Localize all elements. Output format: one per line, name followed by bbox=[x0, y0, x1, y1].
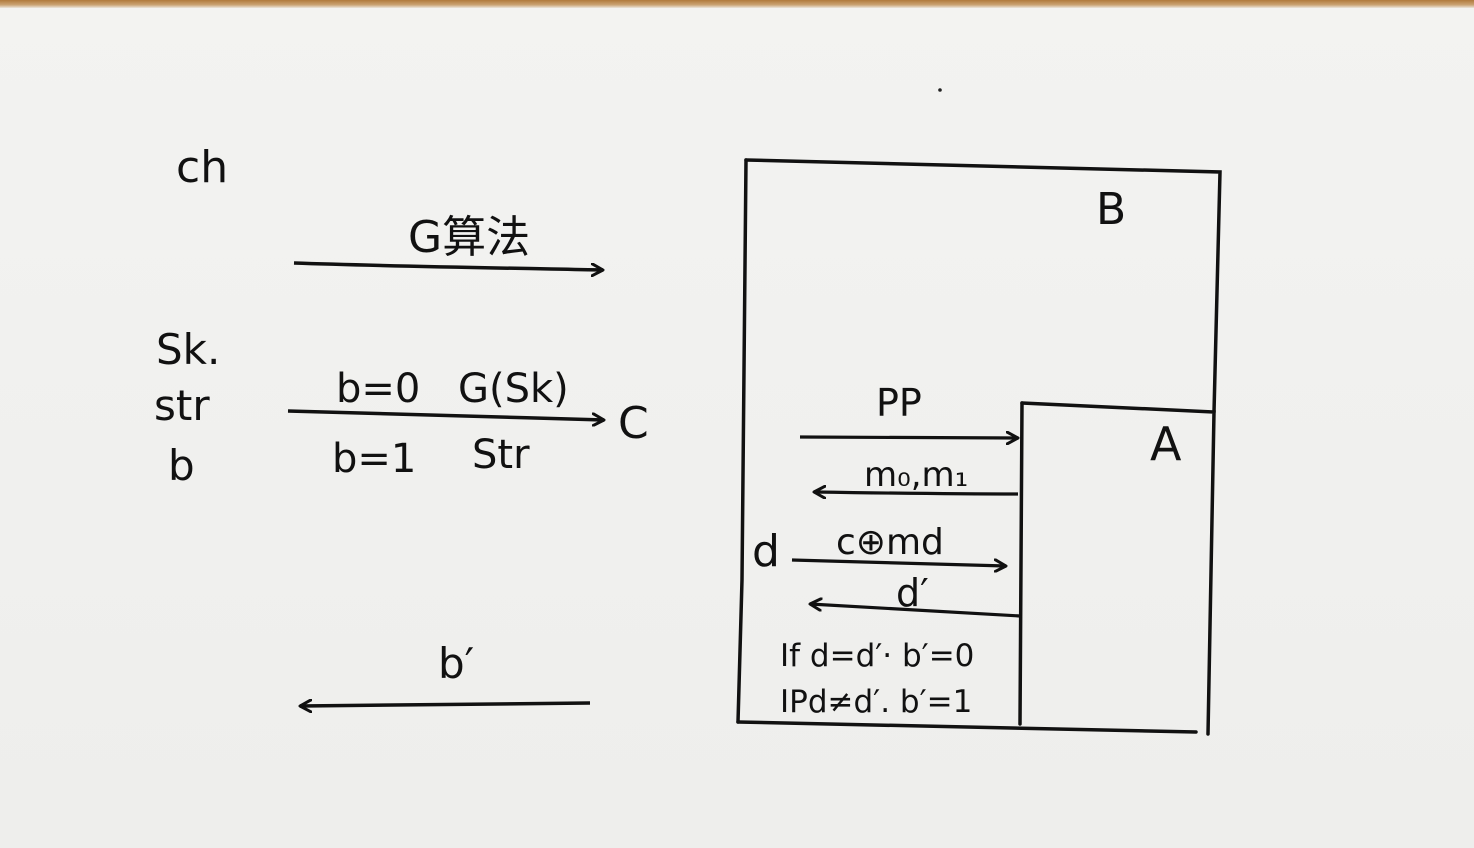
b1-label: b=1 bbox=[332, 436, 416, 482]
box-a-left bbox=[1018, 401, 1024, 726]
cm-arrow bbox=[791, 558, 1006, 566]
d-label: d bbox=[752, 526, 780, 577]
dprime-arrow bbox=[810, 604, 1021, 618]
c-label: C bbox=[618, 398, 649, 449]
pp-arrow bbox=[799, 437, 1018, 438]
box-b-label: B bbox=[1096, 184, 1126, 235]
box-b-bottom bbox=[736, 720, 1198, 734]
challenger-label: ch bbox=[176, 142, 228, 193]
rule-equal: If d=d′· b′=0 bbox=[780, 638, 974, 674]
box-a-top-right bbox=[1020, 401, 1216, 736]
gsk-label: G(Sk) bbox=[458, 366, 569, 412]
m-label: m₀,m₁ bbox=[864, 455, 968, 495]
pp-label: PP bbox=[876, 381, 922, 425]
str-label: Str bbox=[472, 432, 530, 478]
param-sk: Sk. bbox=[156, 325, 220, 374]
b0-label: b=0 bbox=[336, 366, 420, 412]
box-a-label: A bbox=[1150, 417, 1182, 471]
box-b-left bbox=[736, 158, 748, 724]
paper-edge bbox=[0, 0, 1474, 8]
param-b: b bbox=[168, 441, 195, 490]
box-b-top-right bbox=[744, 158, 1222, 414]
cm-label: c⊕md bbox=[836, 522, 944, 563]
challenge-arrow bbox=[287, 409, 604, 420]
bprime-label: b′ bbox=[438, 639, 474, 688]
rule-not-equal: IPd≠d′. b′=1 bbox=[780, 684, 972, 720]
m-arrow bbox=[814, 492, 1019, 494]
g-algorithm-label: G算法 bbox=[408, 212, 530, 263]
paper-speck bbox=[938, 88, 942, 92]
bprime-arrow bbox=[300, 703, 591, 706]
g-algorithm-arrow bbox=[293, 261, 603, 270]
param-str: str bbox=[154, 381, 210, 430]
